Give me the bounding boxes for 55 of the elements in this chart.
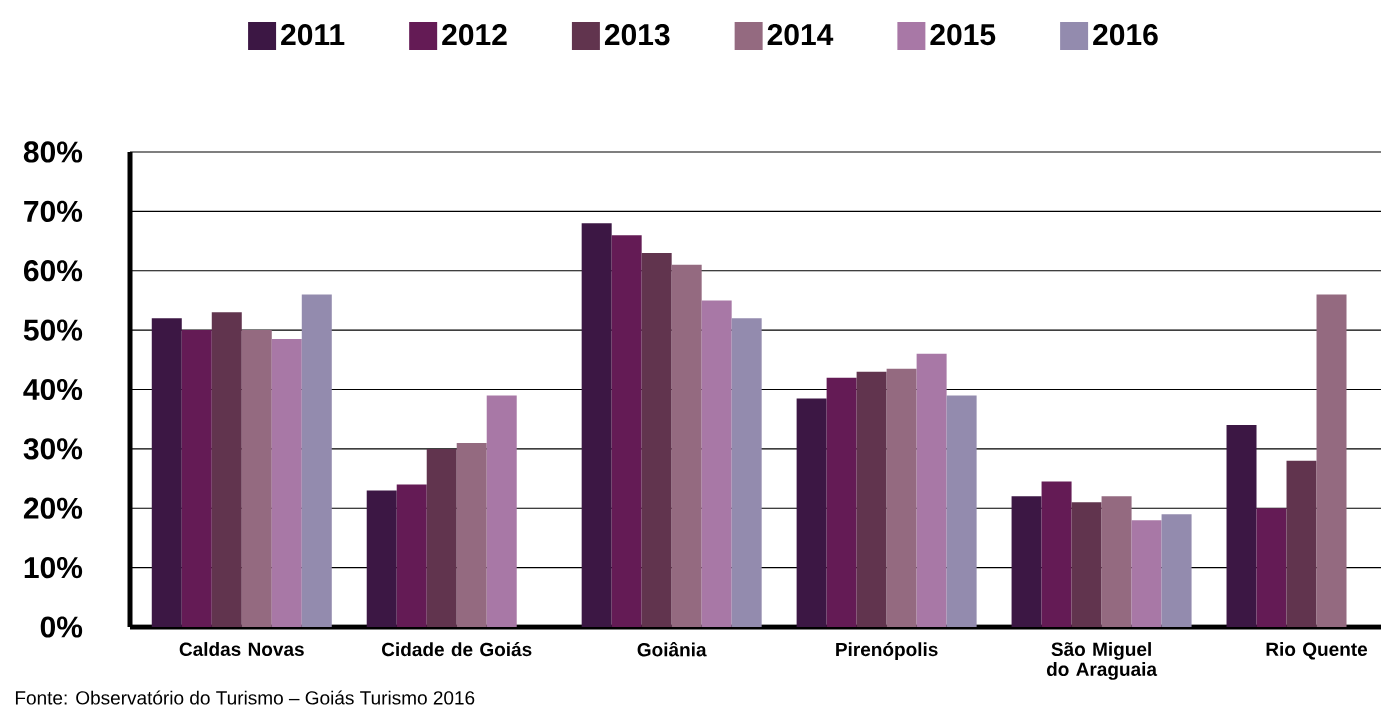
legend-label: 2015 xyxy=(930,24,996,46)
bar xyxy=(916,353,947,627)
x-tick-label: Rio Quente xyxy=(1266,642,1368,660)
y-tick-label: 70% xyxy=(24,200,83,222)
bar xyxy=(301,294,332,627)
bar xyxy=(1256,508,1287,627)
bar xyxy=(641,252,672,627)
x-tick-label: Caldas Novas xyxy=(179,642,304,657)
y-tick-label: 40% xyxy=(23,378,83,401)
bar xyxy=(426,448,457,627)
bar xyxy=(151,318,182,627)
bar xyxy=(181,330,212,627)
bar xyxy=(826,377,857,627)
bar xyxy=(886,368,917,627)
x-tick-label: Pirenópolis xyxy=(836,642,938,660)
y-tick-label: 20% xyxy=(23,497,83,519)
bar xyxy=(1011,496,1042,627)
legend-label: 2011 xyxy=(281,24,345,46)
bar xyxy=(456,442,487,627)
legend-label: 2012 xyxy=(442,24,507,46)
bar xyxy=(271,339,302,627)
bar xyxy=(611,235,642,627)
legend-label: 2014 xyxy=(767,24,834,46)
y-tick-label: 60% xyxy=(23,260,83,282)
legend-label: 2013 xyxy=(604,24,670,46)
legend-label: 2016 xyxy=(1093,24,1158,46)
x-tick-label: Goiânia xyxy=(637,642,707,657)
bar xyxy=(1161,514,1192,627)
bar xyxy=(856,371,887,627)
x-tick-label: São Miguel do Araguaia xyxy=(1046,642,1158,680)
source-note: Fonte: Observatório do Turismo – Goiás Turismo 2016 xyxy=(15,690,475,705)
y-tick-label: 50% xyxy=(23,319,83,341)
bar xyxy=(1226,425,1257,627)
bar xyxy=(701,300,732,627)
bar xyxy=(396,484,427,627)
y-tick-label: 30% xyxy=(23,438,83,460)
bar xyxy=(1071,502,1102,627)
bar xyxy=(796,398,827,627)
bar xyxy=(1131,520,1162,627)
bar xyxy=(1101,496,1132,627)
bar xyxy=(211,312,242,627)
y-tick-label: 80% xyxy=(23,141,83,163)
bar xyxy=(486,395,517,627)
bar xyxy=(946,395,977,627)
bar xyxy=(671,264,702,627)
x-tick-label: Cidade de Goiás xyxy=(382,642,532,657)
y-tick-label: 0% xyxy=(40,616,83,638)
bar xyxy=(581,223,612,627)
bar xyxy=(241,330,272,627)
bar xyxy=(731,318,762,627)
bar xyxy=(366,490,397,627)
bar xyxy=(1041,481,1072,627)
y-tick-label: 10% xyxy=(24,557,83,579)
bar xyxy=(1286,460,1317,627)
bar xyxy=(1316,294,1347,627)
